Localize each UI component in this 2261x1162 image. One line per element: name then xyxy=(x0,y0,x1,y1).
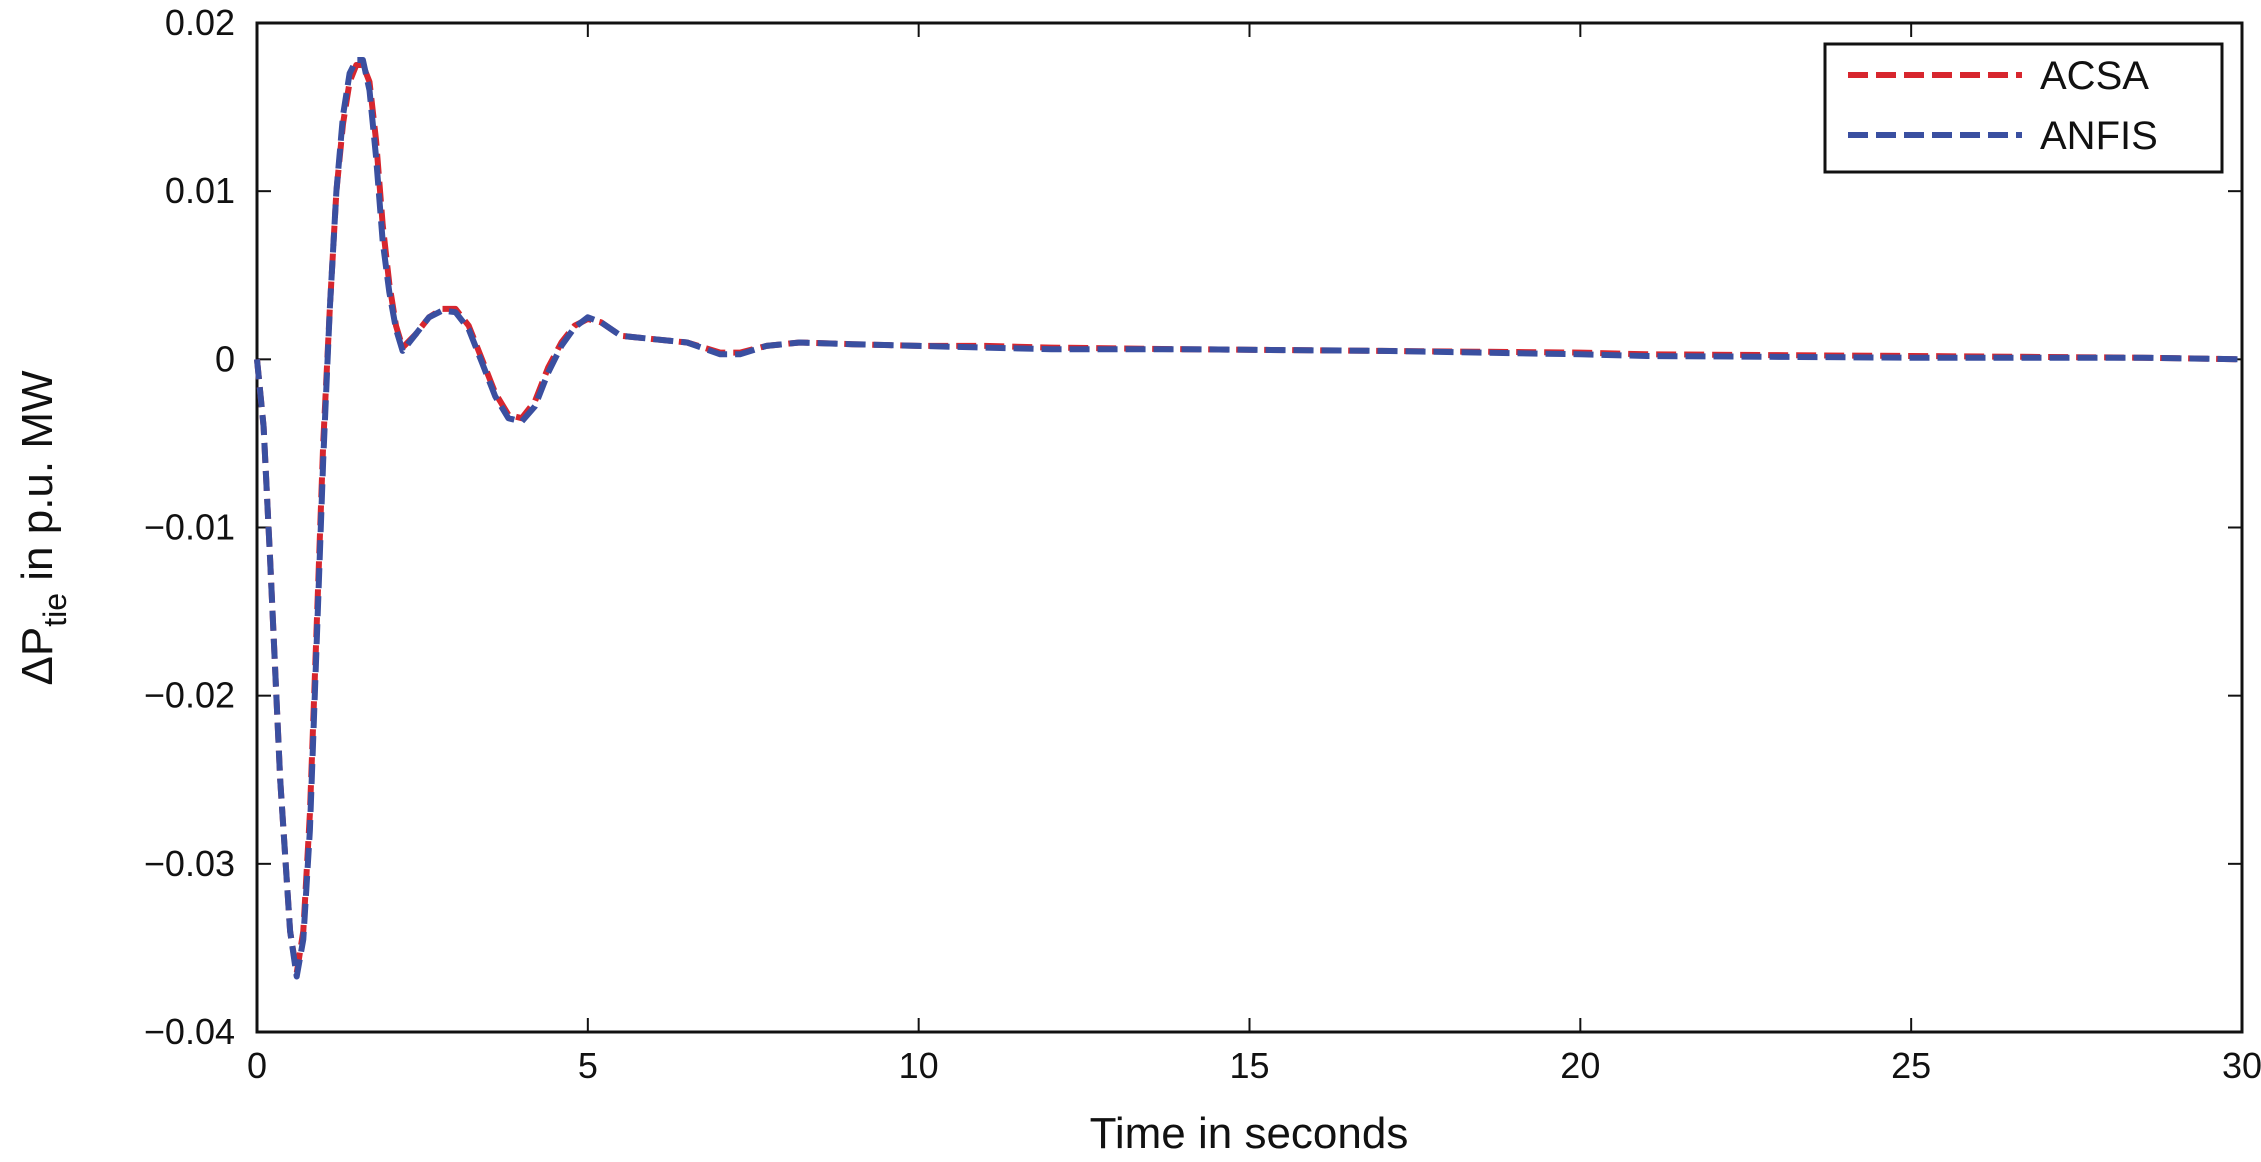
y-tick-label: −0.02 xyxy=(144,675,235,716)
y-tick-label: −0.01 xyxy=(144,507,235,548)
y-axis-title-suffix: in p.u. MW xyxy=(13,370,62,593)
x-tick-label: 25 xyxy=(1891,1045,1931,1086)
x-axis-ticks: 0 5 10 15 20 25 30 xyxy=(247,23,2261,1086)
series-layer xyxy=(254,57,2243,980)
x-tick-label: 20 xyxy=(1560,1045,1600,1086)
series-line-anfis xyxy=(254,57,2243,980)
x-tick-label: 5 xyxy=(578,1045,598,1086)
y-axis-title-prefix: ΔP xyxy=(13,627,62,686)
y-tick-label: 0 xyxy=(215,338,235,379)
x-tick-label: 10 xyxy=(899,1045,939,1086)
y-tick-label: 0.01 xyxy=(165,170,235,211)
x-tick-label: 0 xyxy=(247,1045,267,1086)
y-tick-label: −0.03 xyxy=(144,843,235,884)
legend-label-anfis: ANFIS xyxy=(2040,114,2158,158)
x-tick-label: 15 xyxy=(1229,1045,1269,1086)
legend-label-acsa: ACSA xyxy=(2040,54,2149,98)
y-axis-ticks: −0.04 −0.03 −0.02 −0.01 0 0.01 0.02 xyxy=(144,2,2242,1052)
x-axis-title: Time in seconds xyxy=(1090,1109,1409,1158)
legend: ACSA ANFIS xyxy=(1823,42,2224,174)
legend-box xyxy=(1823,42,2224,174)
y-tick-label: 0.02 xyxy=(165,2,235,43)
x-tick-label: 30 xyxy=(2222,1045,2261,1086)
y-axis-title: ΔPtie in p.u. MW xyxy=(13,370,73,686)
y-tick-label: −0.04 xyxy=(144,1011,235,1052)
y-axis-title-subscript: tie xyxy=(37,593,73,627)
plot-area xyxy=(255,21,2244,1034)
